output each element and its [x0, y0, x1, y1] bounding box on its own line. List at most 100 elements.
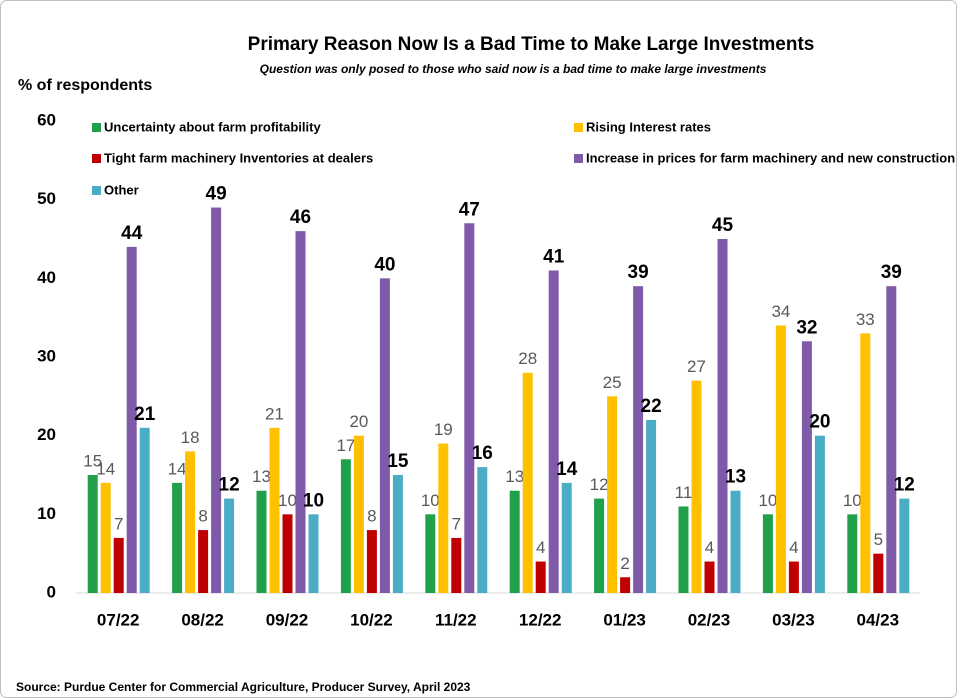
y-tick-label: 20 [37, 425, 56, 444]
legend-label: Tight farm machinery Inventories at deal… [104, 150, 373, 165]
bar [256, 490, 267, 593]
data-label: 10 [421, 491, 440, 510]
bar [522, 372, 533, 593]
y-tick-label: 40 [37, 268, 56, 287]
bar [172, 482, 183, 593]
bar [139, 427, 150, 593]
data-label: 16 [472, 443, 493, 464]
x-tick-label: 02/23 [688, 610, 731, 629]
data-label: 13 [725, 467, 746, 488]
bar [535, 561, 546, 593]
x-tick-label: 11/22 [435, 610, 477, 629]
data-label: 8 [367, 507, 376, 526]
bar [308, 514, 319, 593]
bar [366, 530, 377, 593]
data-label: 10 [278, 491, 297, 510]
bar [594, 498, 605, 593]
bar [607, 396, 618, 593]
bar [211, 207, 222, 594]
y-axis-label: % of respondents [18, 77, 152, 94]
data-label: 46 [290, 207, 311, 228]
bar [282, 514, 293, 593]
chart-title: Primary Reason Now Is a Bad Time to Make… [248, 34, 815, 55]
bar [860, 333, 871, 593]
y-tick-label: 50 [37, 189, 56, 208]
bar [379, 278, 390, 593]
bar [775, 325, 786, 593]
bar [392, 475, 403, 593]
x-tick-label: 07/22 [97, 610, 140, 629]
data-label: 33 [856, 310, 875, 329]
data-label: 25 [603, 373, 622, 392]
bar [198, 530, 209, 593]
bar [899, 498, 910, 593]
data-label: 12 [894, 475, 915, 496]
data-label: 21 [265, 404, 284, 423]
x-tick-label: 08/22 [181, 610, 224, 629]
x-tick-label: 04/23 [857, 610, 900, 629]
bar [438, 443, 449, 593]
data-label: 2 [620, 554, 629, 573]
data-label: 39 [628, 262, 649, 283]
data-label: 32 [796, 317, 817, 338]
bar [561, 482, 572, 593]
data-label: 10 [843, 491, 862, 510]
bar [113, 537, 124, 593]
data-label: 13 [505, 467, 524, 486]
data-label: 10 [303, 490, 324, 511]
data-label: 41 [543, 246, 565, 267]
data-label: 19 [434, 420, 453, 439]
x-tick-label: 10/22 [350, 610, 393, 629]
data-label: 18 [181, 428, 200, 447]
bar [509, 490, 520, 593]
data-label: 27 [687, 357, 706, 376]
bar [464, 223, 475, 593]
bar [814, 435, 825, 593]
data-label: 4 [789, 538, 798, 557]
bar [477, 467, 488, 593]
legend-label: Uncertainty about farm profitability [104, 119, 321, 134]
legend-swatch [92, 123, 101, 132]
bar [886, 286, 897, 593]
bar [425, 514, 436, 593]
bar [100, 482, 111, 593]
y-tick-label: 10 [37, 504, 56, 523]
data-label: 22 [641, 396, 662, 417]
data-label: 12 [590, 475, 609, 494]
legend-swatch [92, 154, 101, 163]
x-tick-label: 09/22 [266, 610, 309, 629]
legend-swatch [574, 154, 583, 163]
data-label: 4 [536, 538, 545, 557]
data-label: 7 [114, 514, 123, 533]
y-tick-label: 30 [37, 346, 56, 365]
legend-swatch [574, 123, 583, 132]
legend-label: Other [104, 182, 139, 197]
bar [340, 459, 351, 593]
bar [691, 380, 702, 593]
data-label: 14 [96, 459, 115, 478]
bar [185, 451, 196, 593]
bar [633, 286, 644, 593]
legend-label: Increase in prices for farm machinery an… [586, 150, 955, 165]
legend-swatch [92, 186, 101, 195]
bar [730, 490, 741, 593]
data-label: 15 [387, 451, 409, 472]
x-tick-label: 03/23 [772, 610, 815, 629]
bar [548, 270, 559, 593]
bar [353, 435, 364, 593]
bar [704, 561, 715, 593]
data-label: 21 [134, 404, 156, 425]
data-label: 12 [219, 475, 240, 496]
data-label: 34 [771, 302, 790, 321]
x-tick-label: 12/22 [519, 610, 562, 629]
bar [224, 498, 235, 593]
data-label: 47 [459, 199, 480, 220]
bar [717, 239, 728, 593]
bar [788, 561, 799, 593]
data-label: 45 [712, 215, 734, 236]
data-label: 7 [452, 514, 461, 533]
bar [678, 506, 689, 593]
data-label: 39 [881, 262, 902, 283]
data-label: 17 [336, 436, 355, 455]
